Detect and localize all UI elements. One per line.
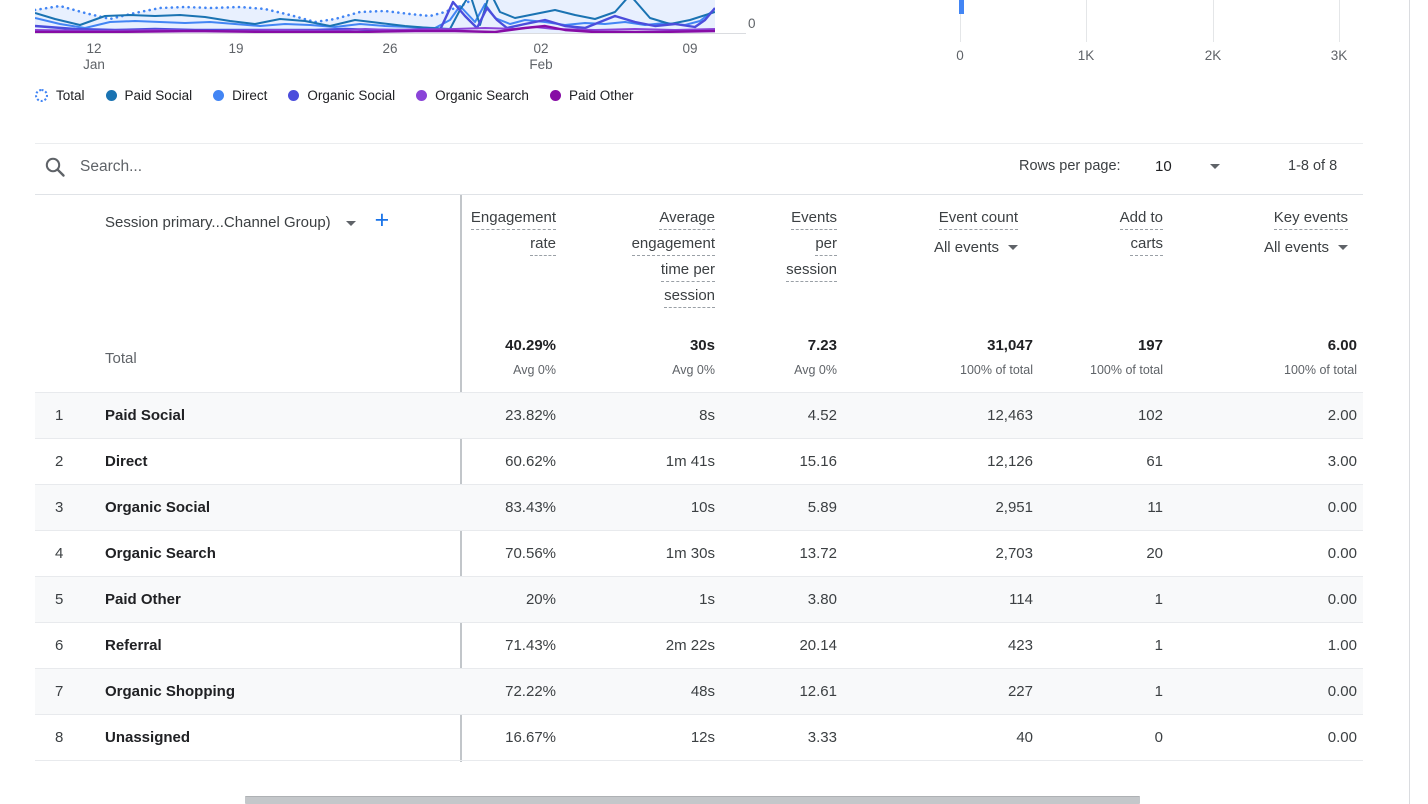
bar-tick-0: 0 [956, 48, 964, 63]
legend-item-paid-other: Paid Other [549, 88, 633, 103]
table-row[interactable]: 7 Organic Shopping 72.22% 48s 12.61 227 … [35, 669, 1363, 715]
total-dotted-ring-icon [35, 89, 48, 102]
bar-tick-2k: 2K [1204, 48, 1222, 63]
channel-label: Paid Other [105, 591, 181, 608]
channel-label: Unassigned [105, 729, 191, 746]
channel-label: Referral [105, 637, 162, 654]
x-tick-feb-02: 02 Feb [529, 41, 553, 72]
total-add-to-carts: 197 100% of total [1090, 337, 1163, 377]
bar-gridline-2k [1213, 0, 1214, 42]
x-tick-26: 26 [382, 41, 398, 56]
total-label: Total [105, 350, 137, 367]
pagination-status: 1-8 of 8 [1288, 158, 1338, 174]
table-row[interactable]: 1 Paid Social 23.82% 8s 4.52 12,463 102 … [35, 393, 1363, 439]
column-header-add-to-carts[interactable]: Add to carts [1033, 195, 1163, 324]
dimension-header-label: Session primary...Channel Group) [105, 214, 331, 231]
rows-per-page-value: 10 [1155, 157, 1172, 175]
bar-tick-3k: 3K [1330, 48, 1348, 63]
channel-label: Paid Social [105, 407, 186, 424]
chevron-down-icon [1338, 245, 1348, 250]
legend-item-total: Total [35, 88, 85, 103]
column-header-engagement-rate[interactable]: Engagement rate [461, 195, 556, 324]
table-row[interactable]: 8 Unassigned 16.67% 12s 3.33 40 0 0.00 [35, 715, 1363, 761]
bar-tick-1k: 1K [1077, 48, 1095, 63]
add-dimension-button[interactable]: + [374, 206, 390, 234]
column-header-event-count[interactable]: Event count All events [933, 209, 1018, 256]
table-row[interactable]: 6 Referral 71.43% 2m 22s 20.14 423 1 1.0… [35, 623, 1363, 669]
vertical-scrollbar[interactable] [1409, 0, 1410, 804]
direct-dot-icon [213, 90, 225, 101]
column-header-events-per-session[interactable]: Events per session [715, 195, 837, 324]
table-row[interactable]: 2 Direct 60.62% 1m 41s 15.16 12,126 61 3… [35, 439, 1363, 485]
line-chart-y-axis-label: 0 [748, 16, 756, 31]
total-key-events: 6.00 100% of total [1284, 337, 1357, 377]
sessions-line-chart [35, 0, 715, 34]
organic-search-dot-icon [416, 90, 428, 101]
legend-item-direct: Direct [213, 88, 267, 103]
key-events-events-selector[interactable]: All events [1264, 239, 1348, 256]
channel-label: Organic Social [105, 499, 211, 516]
table-row[interactable]: 5 Paid Other 20% 1s 3.80 114 1 0.00 [35, 577, 1363, 623]
rows-per-page-select[interactable]: 10 [1155, 152, 1220, 180]
chevron-down-icon [1008, 245, 1018, 250]
rows-per-page-label: Rows per page: [1019, 158, 1121, 174]
bar-gridline-1k [1086, 0, 1087, 42]
table-body: 1 Paid Social 23.82% 8s 4.52 12,463 102 … [35, 393, 1363, 761]
bar-gridline-3k [1339, 0, 1340, 42]
x-tick-19: 19 [228, 41, 244, 56]
bar-gridline-0 [960, 0, 961, 42]
channel-label: Organic Search [105, 545, 216, 562]
divider-above-table [35, 194, 1363, 195]
legend-item-organic-social: Organic Social [288, 88, 395, 103]
total-events-per-session: 7.23 Avg 0% [794, 337, 837, 377]
column-resize-divider[interactable] [460, 195, 462, 762]
divider-above-toolbar [35, 143, 1363, 144]
column-header-key-events[interactable]: Key events All events [1263, 209, 1348, 256]
table-row[interactable]: 3 Organic Social 83.43% 10s 5.89 2,951 1… [35, 485, 1363, 531]
channel-label: Organic Shopping [105, 683, 235, 700]
chevron-down-icon [345, 221, 356, 226]
horizontal-scrollbar-thumb[interactable] [245, 796, 1140, 804]
channel-label: Direct [105, 453, 148, 470]
search-input[interactable] [80, 152, 600, 182]
table-row[interactable]: 4 Organic Search 70.56% 1m 30s 13.72 2,7… [35, 531, 1363, 577]
event-count-events-selector[interactable]: All events [934, 239, 1018, 256]
dimension-header-cell[interactable]: Session primary...Channel Group) + [35, 195, 461, 324]
total-avg-engagement-time: 30s Avg 0% [672, 337, 715, 377]
search-icon [45, 157, 65, 177]
table-header-row: Session primary...Channel Group) + Engag… [35, 195, 1363, 324]
organic-social-dot-icon [288, 90, 300, 101]
total-event-count: 31,047 100% of total [960, 337, 1033, 377]
paid-other-dot-icon [549, 90, 561, 101]
legend-item-paid-social: Paid Social [105, 88, 192, 103]
x-tick-09: 09 [682, 41, 698, 56]
paid-social-dot-icon [105, 90, 117, 101]
legend-item-organic-search: Organic Search [416, 88, 529, 103]
line-chart-baseline [35, 33, 746, 34]
total-engagement-rate: 40.29% Avg 0% [505, 337, 556, 377]
bar-fragment [959, 0, 964, 14]
chart-legend: Total Paid Social Direct Organic Social … [35, 88, 633, 103]
x-tick-jan-12: 12 Jan [83, 41, 105, 72]
table-total-row: Total 40.29% Avg 0% 30s Avg 0% 7.23 Avg 0% … [35, 324, 1363, 393]
chevron-down-icon [1209, 163, 1220, 169]
column-header-avg-engagement-time[interactable]: Average engagement time per session [556, 195, 715, 324]
